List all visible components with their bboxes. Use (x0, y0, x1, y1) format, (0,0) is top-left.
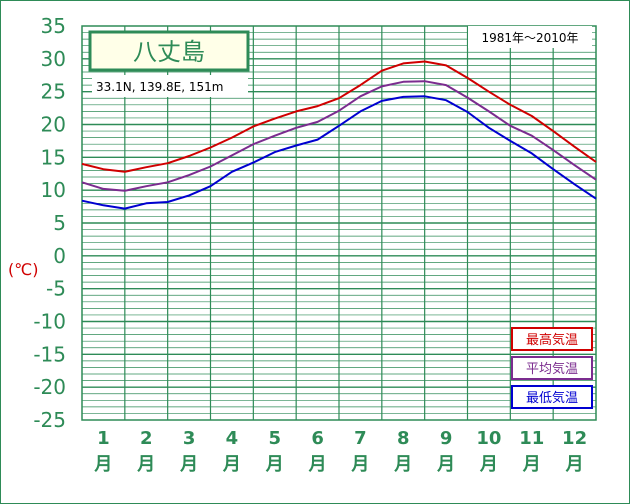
x-tick-unit-label: 月 (179, 454, 198, 475)
y-tick-label: 0 (53, 244, 66, 268)
y-tick-label: 25 (41, 80, 66, 104)
x-tick-unit-label: 月 (136, 454, 155, 475)
series-line-1 (81, 60, 597, 173)
x-tick-label: 7 (354, 428, 367, 449)
x-tick-label: 1 (97, 428, 110, 449)
grid (81, 25, 597, 421)
location-box: 33.1N, 139.8E, 151m (92, 75, 248, 97)
y-axis-tick-labels: 35 30 25 20 15 10 5 0 -5 -10 -15 -20 -25 (33, 14, 66, 432)
legend-box (511, 327, 593, 351)
x-tick-unit-label: 月 (308, 454, 327, 475)
x-tick-unit-label: 月 (565, 454, 584, 475)
x-tick-unit-label: 月 (265, 454, 284, 475)
y-tick-label: -15 (33, 342, 66, 366)
series-line-2 (81, 80, 597, 192)
y-axis-unit-label: (℃) (8, 260, 38, 279)
x-tick-label: 5 (268, 428, 281, 449)
legend-box (511, 385, 593, 409)
y-tick-label: 35 (41, 14, 66, 38)
x-tick-unit-label: 月 (522, 454, 541, 475)
station-title-box: 八丈島 (88, 30, 250, 72)
period-text: 1981年～2010年 (481, 31, 578, 45)
location-text: 33.1N, 139.8E, 151m (96, 80, 223, 94)
x-tick-label: 2 (140, 428, 153, 449)
x-tick-label: 3 (183, 428, 196, 449)
x-tick-label: 10 (476, 428, 501, 449)
x-tick-label: 4 (226, 428, 239, 449)
station-title: 八丈島 (133, 38, 205, 66)
x-tick-label: 12 (562, 428, 587, 449)
y-tick-label: -10 (33, 310, 66, 334)
x-tick-unit-label: 月 (222, 454, 241, 475)
y-tick-label: 30 (41, 47, 66, 71)
legend-label: 最高気温 (526, 332, 578, 348)
y-tick-label: -25 (33, 408, 66, 432)
x-tick-label: 11 (519, 428, 544, 449)
legend-box (511, 356, 593, 380)
y-tick-label: 10 (41, 178, 66, 202)
y-tick-label: -5 (46, 277, 66, 301)
x-tick-unit-label: 月 (350, 454, 369, 475)
x-tick-unit-label: 月 (436, 454, 455, 475)
legend-label: 最低気温 (526, 390, 578, 406)
x-tick-label: 9 (440, 428, 453, 449)
y-tick-label: 5 (53, 211, 66, 235)
series-line-3 (81, 95, 597, 210)
x-axis-tick-labels: 1 月 2 月 3 月 4 月 5 月 6 月 7 月 8 月 9 月 10 月 11 月 12 月 (93, 428, 587, 475)
series-lines (81, 60, 597, 210)
y-tick-label: 20 (41, 113, 66, 137)
period-box: 1981年～2010年 (468, 26, 592, 48)
x-tick-label: 8 (397, 428, 410, 449)
x-tick-unit-label: 月 (479, 454, 498, 475)
x-tick-unit-label: 月 (93, 454, 112, 475)
y-tick-label: -20 (33, 375, 66, 399)
y-tick-label: 15 (41, 145, 66, 169)
x-tick-label: 6 (311, 428, 324, 449)
x-tick-unit-label: 月 (393, 454, 412, 475)
legend-label: 平均気温 (526, 361, 578, 377)
